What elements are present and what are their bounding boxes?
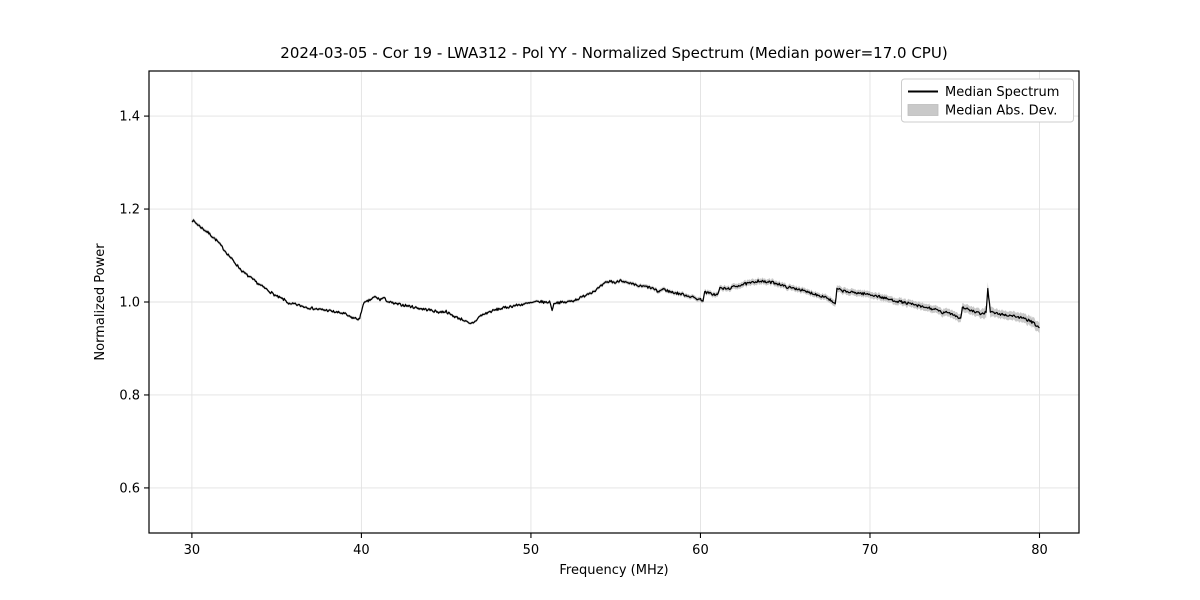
y-axis-label: Normalized Power bbox=[93, 243, 108, 361]
axis-tick-labels: 30 40 50 60 70 80 0.6 0.8 1.0 1.2 1.4 bbox=[119, 110, 1047, 558]
gridlines bbox=[149, 71, 1079, 533]
legend-patch-sample bbox=[907, 104, 939, 116]
median-spectrum-path bbox=[191, 219, 1040, 329]
x-tick-label: 50 bbox=[523, 543, 540, 558]
y-tick-label: 0.8 bbox=[119, 388, 140, 403]
y-tick-label: 0.6 bbox=[119, 481, 140, 496]
axis-tick-marks bbox=[144, 115, 1041, 538]
legend: Median Spectrum Median Abs. Dev. bbox=[901, 78, 1074, 123]
x-tick-label: 30 bbox=[184, 543, 201, 558]
legend-label-median-spectrum: Median Spectrum bbox=[945, 85, 1059, 100]
median-spectrum-line bbox=[191, 219, 1040, 329]
x-axis-label: Frequency (MHz) bbox=[559, 563, 668, 578]
legend-label-median-abs-dev: Median Abs. Dev. bbox=[945, 104, 1057, 119]
mad-band-area bbox=[191, 218, 1040, 333]
mad-band bbox=[191, 218, 1040, 333]
y-tick-label: 1.2 bbox=[119, 203, 140, 218]
x-tick-label: 70 bbox=[862, 543, 879, 558]
x-tick-label: 40 bbox=[353, 543, 370, 558]
x-tick-label: 80 bbox=[1031, 543, 1048, 558]
y-tick-label: 1.4 bbox=[119, 110, 140, 125]
chart-title: 2024-03-05 - Cor 19 - LWA312 - Pol YY - … bbox=[280, 44, 947, 62]
x-tick-label: 60 bbox=[692, 543, 709, 558]
y-tick-label: 1.0 bbox=[119, 296, 140, 311]
legend-box bbox=[901, 78, 1074, 123]
